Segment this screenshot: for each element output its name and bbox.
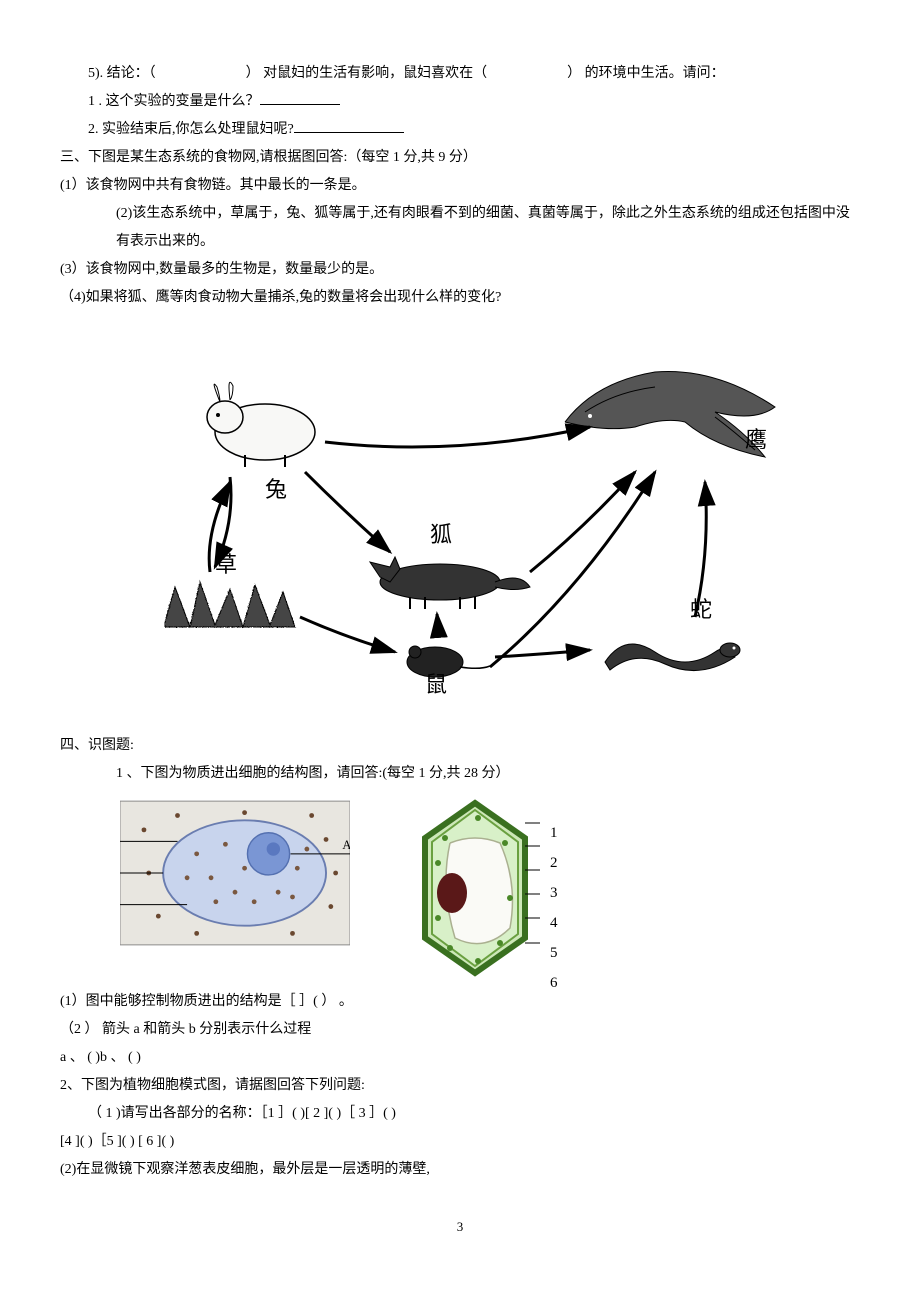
fox-label: 狐 <box>430 522 452 547</box>
sec4-q2-3: (2)在显微镜下观察洋葱表皮细胞，最外层是一层透明的薄壁, <box>60 1156 860 1184</box>
sec4-q1-title: 1 、下图为物质进出细胞的结构图，请回答:(每空 1 分,共 28 分） <box>60 760 860 788</box>
plant-label-1: 1 <box>550 818 558 848</box>
plant-label-2: 2 <box>550 848 558 878</box>
sec3-q1: (1）该食物网中共有食物链。其中最长的一条是。 <box>60 172 860 200</box>
sec4-q2-2: [4 ]( )［5 ]( ) [ 6 ]( ) <box>60 1128 860 1156</box>
sec4-q2-1: （ 1 )请写出各部分的名称：［1 ］( )[ 2 ]( )［ 3 ］( ) <box>60 1100 860 1128</box>
sec4-q1-1: (1）图中能够控制物质进出的结构是［ ］( ） 。 <box>60 988 860 1016</box>
sec3-q4: （4)如果将狐、鹰等肉食动物大量捕杀,兔的数量将会出现什么样的变化? <box>60 284 860 312</box>
sec3-title: 三、下图是某生态系统的食物网,请根据图回答:（每空 1 分,共 9 分） <box>60 144 860 172</box>
blank-line-1[interactable] <box>260 90 340 105</box>
page-number: 3 <box>60 1214 860 1240</box>
plant-label-4: 4 <box>550 908 558 938</box>
plant-label-5: 5 <box>550 938 558 968</box>
mouse-label: 鼠 <box>425 672 447 697</box>
q5-sub1: 1 . 这个实验的变量是什么？ <box>60 88 860 116</box>
q5-text-b: ） 对鼠妇的生活有影响，鼠妇喜欢在（ <box>246 66 488 81</box>
sec3-q2: (2)该生态系统中，草属于，兔、狐等属于,还有肉眼看不到的细菌、真菌等属于，除此… <box>60 200 860 256</box>
cell-diagrams-row: A 1 2 3 4 5 6 <box>120 798 860 978</box>
label-A: A <box>342 838 350 852</box>
blank-line-2[interactable] <box>294 118 404 133</box>
q5-sub2-text: 2. 实验结束后,你怎么处理鼠妇呢? <box>88 122 294 137</box>
q5-text-a: 5). 结论：（ <box>88 66 156 81</box>
animal-cell-diagram: A <box>120 798 350 959</box>
sec4-q1-3: a 、 ( )b 、 ( ) <box>60 1044 860 1072</box>
q5-sub1-text: 1 . 这个实验的变量是什么？ <box>88 94 260 109</box>
foodweb-diagram: 兔 鹰 草 狐 鼠 <box>135 332 785 712</box>
snake-label: 蛇 <box>690 597 712 622</box>
sec3-q3: (3）该食物网中,数量最多的生物是，数量最少的是。 <box>60 256 860 284</box>
q5-conclusion: 5). 结论：（ ） 对鼠妇的生活有影响，鼠妇喜欢在（ ） 的环境中生活。请问： <box>60 60 860 88</box>
eagle-label: 鹰 <box>745 427 767 452</box>
plant-label-6: 6 <box>550 968 558 998</box>
sec4-q1-2: （2 ） 箭头 a 和箭头 b 分别表示什么过程 <box>60 1016 860 1044</box>
rabbit-label: 兔 <box>265 477 287 502</box>
sec4-q2-title: 2、下图为植物细胞模式图，请据图回答下列问题: <box>60 1072 860 1100</box>
q5-sub2: 2. 实验结束后,你怎么处理鼠妇呢? <box>60 116 860 144</box>
plant-label-3: 3 <box>550 878 558 908</box>
sec4-title: 四、识图题: <box>60 732 860 760</box>
q5-text-c: ） 的环境中生活。请问： <box>567 66 725 81</box>
plant-cell-diagram: 1 2 3 4 5 6 <box>410 798 558 978</box>
plant-cell-number-labels: 1 2 3 4 5 6 <box>550 818 558 958</box>
